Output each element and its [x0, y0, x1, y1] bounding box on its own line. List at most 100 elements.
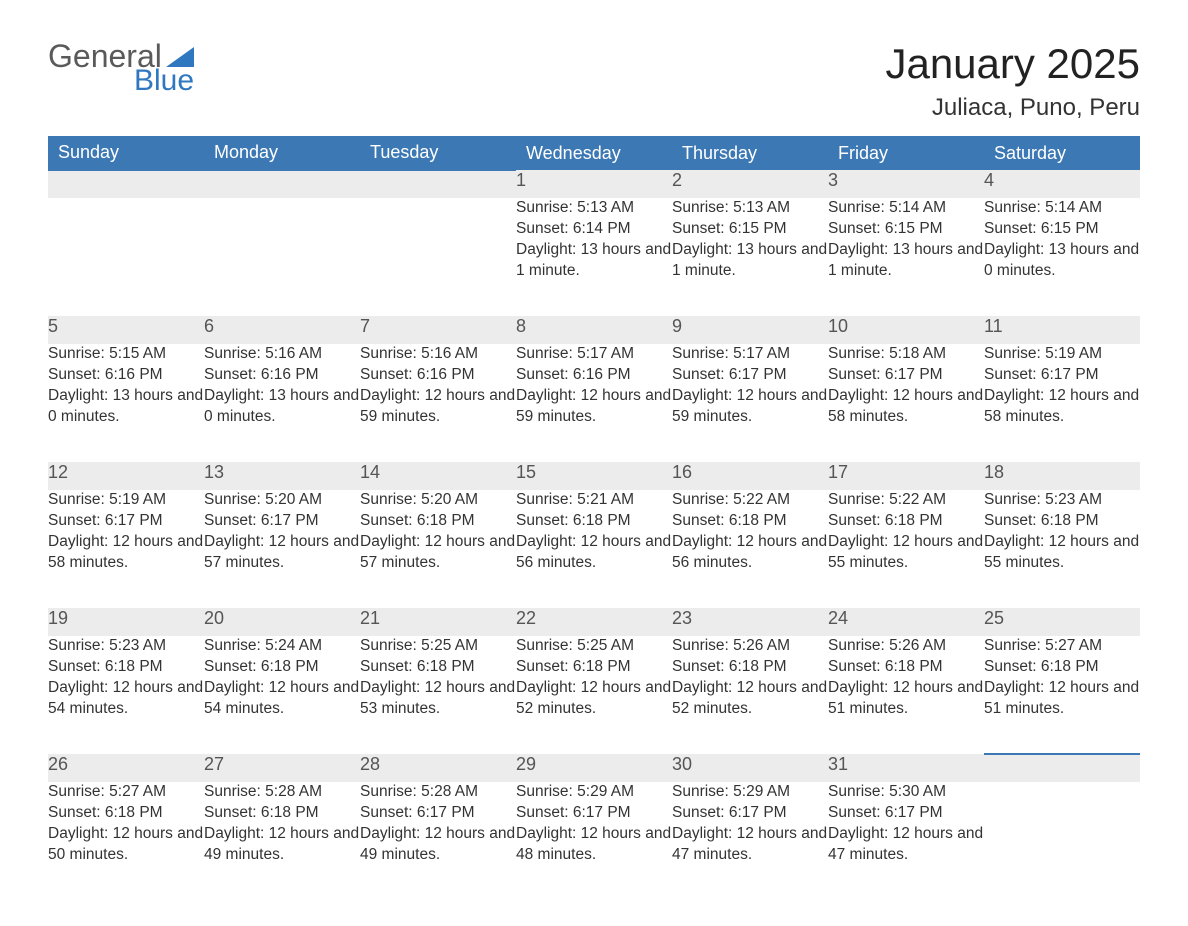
sunrise-line: Sunrise: 5:20 AM [360, 490, 516, 511]
week-separator [48, 740, 1140, 754]
day-number-cell: 1 [516, 170, 672, 198]
daylight-line: Daylight: 12 hours and 52 minutes. [516, 678, 672, 720]
sunrise-line: Sunrise: 5:26 AM [828, 636, 984, 657]
sunrise-line: Sunrise: 5:13 AM [672, 198, 828, 219]
detail-row: Sunrise: 5:23 AMSunset: 6:18 PMDaylight:… [48, 636, 1140, 740]
sunrise-line: Sunrise: 5:28 AM [360, 782, 516, 803]
sunrise-line: Sunrise: 5:23 AM [48, 636, 204, 657]
day-number-cell: 13 [204, 462, 360, 490]
day-detail-cell: Sunrise: 5:14 AMSunset: 6:15 PMDaylight:… [828, 198, 984, 302]
day-number-cell: 19 [48, 608, 204, 636]
day-number-cell [984, 754, 1140, 782]
day-detail-cell: Sunrise: 5:28 AMSunset: 6:17 PMDaylight:… [360, 782, 516, 886]
sunset-line: Sunset: 6:18 PM [828, 511, 984, 532]
sunset-line: Sunset: 6:14 PM [516, 219, 672, 240]
day-detail-cell: Sunrise: 5:18 AMSunset: 6:17 PMDaylight:… [828, 344, 984, 448]
day-number-cell: 18 [984, 462, 1140, 490]
weekday-header-cell: Friday [828, 136, 984, 170]
month-title: January 2025 [885, 40, 1140, 88]
daylight-line: Daylight: 12 hours and 56 minutes. [672, 532, 828, 574]
sunset-line: Sunset: 6:16 PM [48, 365, 204, 386]
sunset-line: Sunset: 6:17 PM [360, 803, 516, 824]
sunset-line: Sunset: 6:18 PM [672, 511, 828, 532]
day-detail-cell: Sunrise: 5:13 AMSunset: 6:14 PMDaylight:… [516, 198, 672, 302]
sunset-line: Sunset: 6:15 PM [672, 219, 828, 240]
day-number-cell: 30 [672, 754, 828, 782]
day-number-cell: 27 [204, 754, 360, 782]
day-number-cell: 11 [984, 316, 1140, 344]
sunset-line: Sunset: 6:17 PM [672, 365, 828, 386]
header: General Blue January 2025 Juliaca, Puno,… [48, 40, 1140, 122]
sunrise-line: Sunrise: 5:15 AM [48, 344, 204, 365]
sunset-line: Sunset: 6:18 PM [360, 511, 516, 532]
location: Juliaca, Puno, Peru [885, 94, 1140, 122]
logo: General Blue [48, 40, 194, 96]
day-detail-cell: Sunrise: 5:24 AMSunset: 6:18 PMDaylight:… [204, 636, 360, 740]
weekday-header-cell: Tuesday [360, 136, 516, 170]
weekday-header-cell: Sunday [48, 136, 204, 170]
day-detail-cell [48, 198, 204, 302]
day-detail-cell: Sunrise: 5:17 AMSunset: 6:16 PMDaylight:… [516, 344, 672, 448]
day-number-cell: 31 [828, 754, 984, 782]
day-number-cell: 8 [516, 316, 672, 344]
day-number-cell: 21 [360, 608, 516, 636]
sunrise-line: Sunrise: 5:16 AM [360, 344, 516, 365]
daylight-line: Daylight: 12 hours and 48 minutes. [516, 824, 672, 866]
weekday-header-cell: Thursday [672, 136, 828, 170]
daylight-line: Daylight: 12 hours and 52 minutes. [672, 678, 828, 720]
sunrise-line: Sunrise: 5:14 AM [828, 198, 984, 219]
week-separator [48, 448, 1140, 462]
day-detail-cell: Sunrise: 5:26 AMSunset: 6:18 PMDaylight:… [828, 636, 984, 740]
daylight-line: Daylight: 13 hours and 1 minute. [516, 240, 672, 282]
sunrise-line: Sunrise: 5:18 AM [828, 344, 984, 365]
day-number-cell: 14 [360, 462, 516, 490]
day-number-cell: 15 [516, 462, 672, 490]
calendar-table: SundayMondayTuesdayWednesdayThursdayFrid… [48, 136, 1140, 886]
sunrise-line: Sunrise: 5:27 AM [984, 636, 1140, 657]
day-detail-cell: Sunrise: 5:21 AMSunset: 6:18 PMDaylight:… [516, 490, 672, 594]
daylight-line: Daylight: 12 hours and 58 minutes. [48, 532, 204, 574]
daylight-line: Daylight: 13 hours and 0 minutes. [204, 386, 360, 428]
sunrise-line: Sunrise: 5:29 AM [516, 782, 672, 803]
sunset-line: Sunset: 6:16 PM [360, 365, 516, 386]
day-number-cell: 25 [984, 608, 1140, 636]
sunset-line: Sunset: 6:18 PM [48, 657, 204, 678]
sunset-line: Sunset: 6:18 PM [984, 657, 1140, 678]
day-detail-cell [360, 198, 516, 302]
sunset-line: Sunset: 6:17 PM [204, 511, 360, 532]
sunset-line: Sunset: 6:18 PM [360, 657, 516, 678]
sunset-line: Sunset: 6:18 PM [516, 657, 672, 678]
sunset-line: Sunset: 6:15 PM [984, 219, 1140, 240]
daylight-line: Daylight: 12 hours and 59 minutes. [360, 386, 516, 428]
day-detail-cell: Sunrise: 5:16 AMSunset: 6:16 PMDaylight:… [204, 344, 360, 448]
day-number-cell: 23 [672, 608, 828, 636]
daynum-row: 19202122232425 [48, 608, 1140, 636]
sunrise-line: Sunrise: 5:19 AM [48, 490, 204, 511]
sunrise-line: Sunrise: 5:20 AM [204, 490, 360, 511]
daylight-line: Daylight: 13 hours and 1 minute. [828, 240, 984, 282]
sunrise-line: Sunrise: 5:28 AM [204, 782, 360, 803]
daynum-row: 1234 [48, 170, 1140, 198]
day-detail-cell: Sunrise: 5:22 AMSunset: 6:18 PMDaylight:… [672, 490, 828, 594]
sunset-line: Sunset: 6:17 PM [828, 365, 984, 386]
day-number-cell: 10 [828, 316, 984, 344]
daylight-line: Daylight: 12 hours and 57 minutes. [360, 532, 516, 574]
title-block: January 2025 Juliaca, Puno, Peru [885, 40, 1140, 122]
sunrise-line: Sunrise: 5:24 AM [204, 636, 360, 657]
daylight-line: Daylight: 12 hours and 54 minutes. [204, 678, 360, 720]
sunset-line: Sunset: 6:17 PM [516, 803, 672, 824]
day-detail-cell: Sunrise: 5:29 AMSunset: 6:17 PMDaylight:… [516, 782, 672, 886]
day-number-cell: 22 [516, 608, 672, 636]
day-number-cell: 28 [360, 754, 516, 782]
sunset-line: Sunset: 6:18 PM [516, 511, 672, 532]
sunrise-line: Sunrise: 5:22 AM [672, 490, 828, 511]
detail-row: Sunrise: 5:15 AMSunset: 6:16 PMDaylight:… [48, 344, 1140, 448]
day-detail-cell: Sunrise: 5:28 AMSunset: 6:18 PMDaylight:… [204, 782, 360, 886]
daylight-line: Daylight: 12 hours and 54 minutes. [48, 678, 204, 720]
sunrise-line: Sunrise: 5:19 AM [984, 344, 1140, 365]
sunset-line: Sunset: 6:16 PM [204, 365, 360, 386]
sunset-line: Sunset: 6:18 PM [984, 511, 1140, 532]
sunset-line: Sunset: 6:18 PM [48, 803, 204, 824]
day-detail-cell: Sunrise: 5:23 AMSunset: 6:18 PMDaylight:… [984, 490, 1140, 594]
daylight-line: Daylight: 12 hours and 59 minutes. [672, 386, 828, 428]
